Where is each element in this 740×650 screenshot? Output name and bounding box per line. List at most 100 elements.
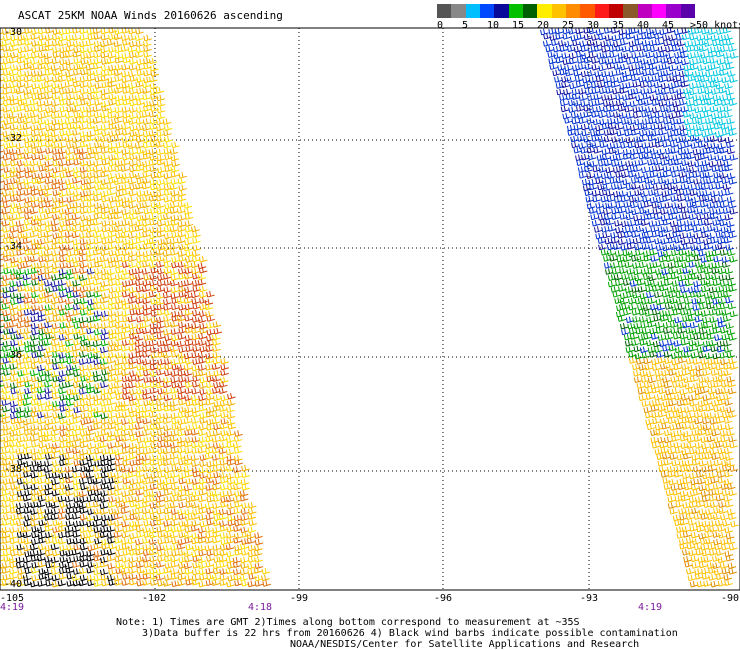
wind-barb xyxy=(198,477,208,485)
wind-barb xyxy=(643,333,652,340)
wind-barb xyxy=(710,477,719,484)
wind-barb xyxy=(135,274,144,281)
wind-barb xyxy=(37,471,46,478)
wind-barb xyxy=(17,34,27,42)
lon-label: -90 xyxy=(720,593,740,604)
wind-barb xyxy=(658,256,668,263)
wind-barb xyxy=(674,316,683,324)
wind-barb xyxy=(106,136,116,143)
wind-barb xyxy=(688,345,698,352)
legend-label: 45 xyxy=(662,20,675,31)
wind-barb xyxy=(99,441,109,449)
wind-barb xyxy=(647,376,657,384)
wind-barb xyxy=(134,34,144,42)
wind-barb xyxy=(66,93,75,101)
wind-barb xyxy=(85,435,95,442)
wind-barb xyxy=(620,195,630,203)
wind-barb xyxy=(163,412,172,420)
wind-barb xyxy=(183,279,193,287)
wind-barb xyxy=(79,555,88,562)
wind-barb xyxy=(691,454,700,461)
wind-barb xyxy=(602,52,611,59)
wind-barb xyxy=(689,525,698,532)
wind-barb xyxy=(2,105,12,113)
wind-barb xyxy=(668,64,678,72)
wind-barb xyxy=(38,334,47,341)
wind-barb xyxy=(688,237,698,245)
wind-barb xyxy=(65,566,74,574)
wind-barb xyxy=(65,513,74,521)
wind-barb xyxy=(700,310,710,317)
wind-barb xyxy=(633,34,643,41)
wind-barb xyxy=(0,133,4,136)
wind-barb xyxy=(710,237,719,244)
wind-barb xyxy=(142,165,152,173)
wind-barb xyxy=(142,351,151,358)
wind-barb xyxy=(148,57,158,65)
wind-barb xyxy=(580,100,589,107)
wind-barb xyxy=(156,333,166,340)
wind-barb xyxy=(72,195,82,202)
wind-barb xyxy=(561,76,570,83)
wind-barb xyxy=(44,69,54,76)
wind-barb xyxy=(36,75,46,82)
wind-barb xyxy=(23,75,33,83)
wind-barb xyxy=(169,345,179,353)
wind-barb xyxy=(711,400,720,407)
wind-barb xyxy=(10,483,19,491)
wind-barb xyxy=(65,381,74,388)
wind-barb xyxy=(176,237,186,244)
wind-barb xyxy=(171,310,180,318)
wind-barb xyxy=(141,478,151,485)
wind-barb xyxy=(148,290,158,298)
wind-barb xyxy=(699,387,709,394)
wind-barb xyxy=(79,543,89,551)
wind-barb xyxy=(730,520,740,528)
wind-barb xyxy=(156,219,166,227)
wind-barb xyxy=(686,568,695,575)
wind-barb xyxy=(669,507,679,515)
wind-barb xyxy=(9,382,19,389)
wind-barb xyxy=(57,214,67,221)
wind-barb xyxy=(3,555,12,562)
wind-barb xyxy=(134,303,144,310)
wind-barb xyxy=(2,453,11,461)
wind-barb xyxy=(707,387,717,395)
wind-barb xyxy=(719,69,728,76)
wind-barb xyxy=(663,459,673,466)
wind-barb xyxy=(673,207,682,215)
wind-barb xyxy=(71,364,81,372)
wind-barb xyxy=(659,315,669,322)
wind-barb xyxy=(666,441,676,449)
wind-barb xyxy=(185,495,194,503)
wind-barb xyxy=(2,519,11,526)
wind-barb xyxy=(66,75,75,82)
wind-barb xyxy=(715,549,725,556)
wind-barb xyxy=(708,495,718,502)
wind-barb xyxy=(567,99,577,107)
wind-barb xyxy=(184,376,193,383)
wind-barb xyxy=(183,454,193,462)
wind-barb xyxy=(100,556,109,564)
wind-barb xyxy=(684,406,693,413)
wind-barb xyxy=(723,237,733,244)
wind-barb xyxy=(36,219,46,227)
wind-barb xyxy=(563,88,572,96)
wind-barb xyxy=(44,267,53,275)
wind-barb xyxy=(43,351,53,358)
wind-barb xyxy=(141,219,151,227)
wind-barb xyxy=(99,560,109,568)
wind-barb xyxy=(22,556,32,564)
wind-barb xyxy=(72,561,81,568)
wind-barb xyxy=(78,382,88,389)
wind-barb xyxy=(599,141,609,149)
wind-barb xyxy=(86,334,96,342)
wind-barb xyxy=(106,454,116,462)
wind-barb xyxy=(183,441,193,448)
wind-barb xyxy=(687,364,697,372)
wind-barb xyxy=(178,346,187,354)
wind-barb xyxy=(15,429,25,437)
wind-barb xyxy=(717,267,727,275)
wind-barb xyxy=(50,219,60,227)
wind-barb xyxy=(605,190,615,197)
